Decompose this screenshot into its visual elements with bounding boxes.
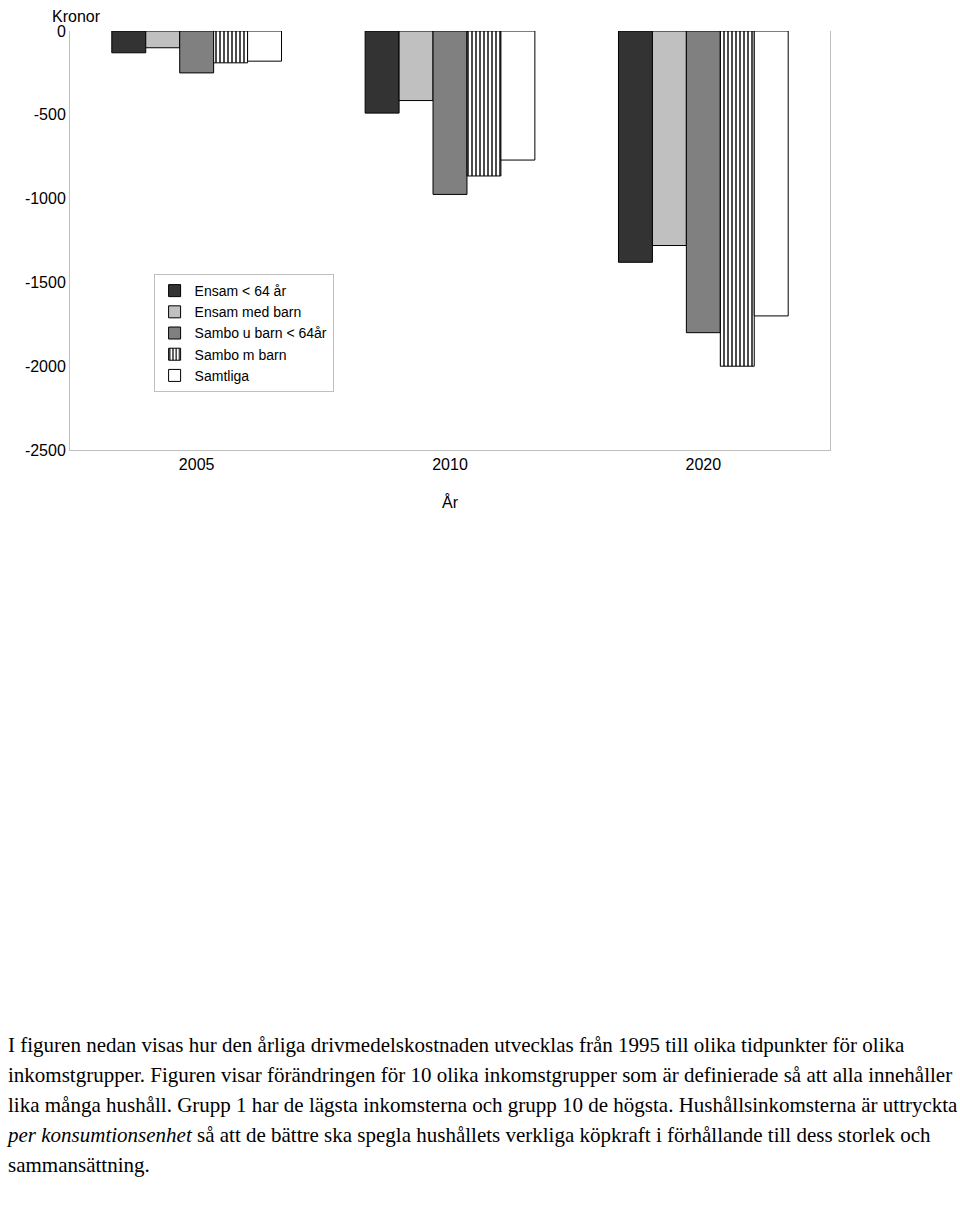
svg-text:Kronor: Kronor <box>52 8 101 25</box>
svg-text:-2500: -2500 <box>25 442 66 459</box>
svg-text:Ensam < 64 år: Ensam < 64 år <box>195 283 287 299</box>
svg-text:Sambo m barn: Sambo m barn <box>195 347 287 363</box>
html-text:I figuren nedan visas hur den: I figuren nedan visas hur den årliga dri… <box>8 1033 958 1117</box>
svg-text:År: År <box>442 493 459 511</box>
svg-text:2005: 2005 <box>179 456 215 473</box>
svg-text:Sambo u barn < 64år: Sambo u barn < 64år <box>195 325 327 341</box>
html-text:per konsumtionsenhet så att de: per konsumtionsenhet så att de bättre sk… <box>8 1123 931 1177</box>
svg-text:-1500: -1500 <box>25 274 66 291</box>
svg-text:2010: 2010 <box>432 456 468 473</box>
svg-text:-2000: -2000 <box>25 358 66 375</box>
svg-text:Ensam med barn: Ensam med barn <box>195 304 302 320</box>
svg-text:-1000: -1000 <box>25 190 66 207</box>
svg-text:2020: 2020 <box>686 456 722 473</box>
svg-text:Samtliga: Samtliga <box>195 368 250 384</box>
svg-text:0: 0 <box>57 23 66 40</box>
svg-text:-500: -500 <box>34 106 66 123</box>
